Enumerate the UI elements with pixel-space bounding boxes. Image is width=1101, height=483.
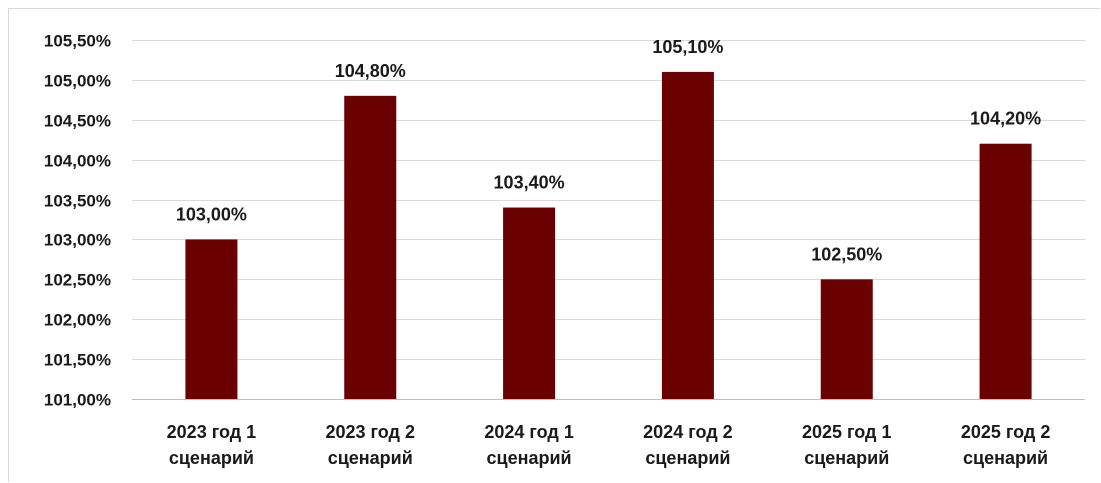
bar: [820, 279, 873, 399]
y-tick-label: 102,50%: [44, 271, 111, 290]
data-label: 105,10%: [652, 37, 723, 57]
x-tick-label: 2023 год 1: [167, 422, 257, 442]
x-tick-label: сценарий: [328, 448, 413, 468]
data-labels: 103,00% 104,80% 103,40% 105,10% 102,50% 104,2…: [176, 37, 1041, 264]
x-tick-label: сценарий: [963, 448, 1048, 468]
y-tick-label: 103,00%: [44, 231, 111, 250]
x-tick-label: сценарий: [804, 448, 889, 468]
y-tick-label: 102,00%: [44, 311, 111, 330]
x-tick-label: 2023 год 2: [326, 422, 416, 442]
x-tick-label: 2024 год 1: [484, 422, 574, 442]
bar: [503, 207, 556, 399]
y-tick-label: 104,00%: [44, 152, 111, 171]
y-tick-label: 105,50%: [44, 32, 111, 51]
gridlines: [132, 40, 1085, 400]
y-tick-label: 101,50%: [44, 351, 111, 370]
y-tick-label: 105,00%: [44, 72, 111, 91]
bars: [185, 71, 1032, 400]
x-tick-label: 2025 год 1: [802, 422, 892, 442]
y-tick-label: 101,00%: [44, 391, 111, 410]
bar: [344, 95, 397, 399]
chart-frame: [8, 8, 1100, 482]
data-label: 104,80%: [335, 61, 406, 81]
data-label: 104,20%: [970, 109, 1041, 129]
bar: [185, 239, 238, 399]
x-tick-label: сценарий: [487, 448, 572, 468]
data-label: 103,00%: [176, 204, 247, 224]
bar: [979, 143, 1032, 399]
x-tick-label: 2025 год 2: [961, 422, 1051, 442]
data-label: 102,50%: [811, 244, 882, 264]
bar: [661, 71, 714, 400]
x-tick-label: 2024 год 2: [643, 422, 733, 442]
data-label: 103,40%: [494, 173, 565, 193]
x-tick-label: сценарий: [169, 448, 254, 468]
y-tick-label: 103,50%: [44, 192, 111, 211]
x-axis-ticks: 2023 год 1 сценарий 2023 год 2 сценарий 2024…: [167, 422, 1051, 468]
y-tick-label: 104,50%: [44, 112, 111, 131]
y-axis-ticks: 101,00% 101,50% 102,00% 102,50% 103,00% 103,5…: [44, 32, 111, 410]
x-tick-label: сценарий: [645, 448, 730, 468]
